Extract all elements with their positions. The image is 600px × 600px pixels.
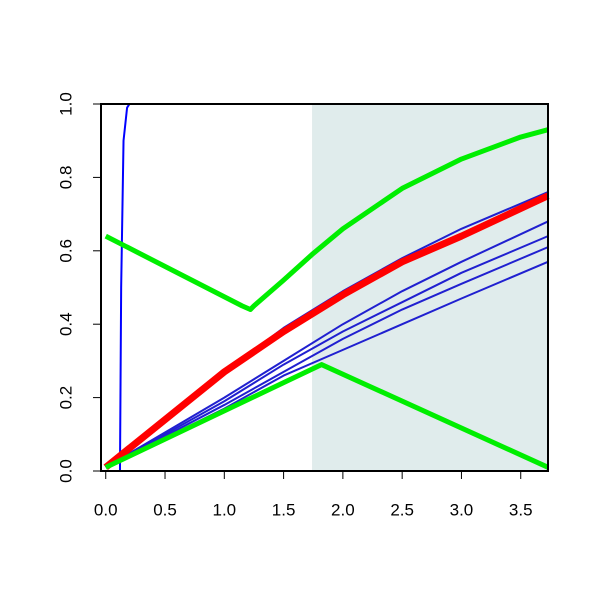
y-tick-label: 0.6 (56, 239, 75, 263)
x-tick-label: 1.5 (272, 500, 296, 519)
series-line (103, 192, 550, 471)
x-tick-label: 0.5 (153, 500, 177, 519)
series-line (105, 235, 549, 469)
series-line (104, 127, 549, 313)
x-tick-label: 0.0 (94, 500, 118, 519)
y-tick-label: 0.0 (56, 459, 75, 483)
y-tick-label: 0.2 (56, 386, 75, 410)
plot-frame (100, 103, 549, 472)
x-tick-label: 2.5 (390, 500, 414, 519)
series-line (104, 362, 550, 470)
x-tick-label: 3.0 (450, 500, 474, 519)
x-tick-label: 2.0 (331, 500, 355, 519)
y-tick-label: 0.4 (56, 312, 75, 336)
y-tick-label: 1.0 (56, 92, 75, 116)
x-tick-label: 1.0 (212, 500, 236, 519)
y-tick-label: 0.8 (56, 166, 75, 190)
series-line (105, 246, 549, 469)
x-tick-label: 3.5 (509, 500, 533, 519)
series-line (105, 220, 549, 469)
